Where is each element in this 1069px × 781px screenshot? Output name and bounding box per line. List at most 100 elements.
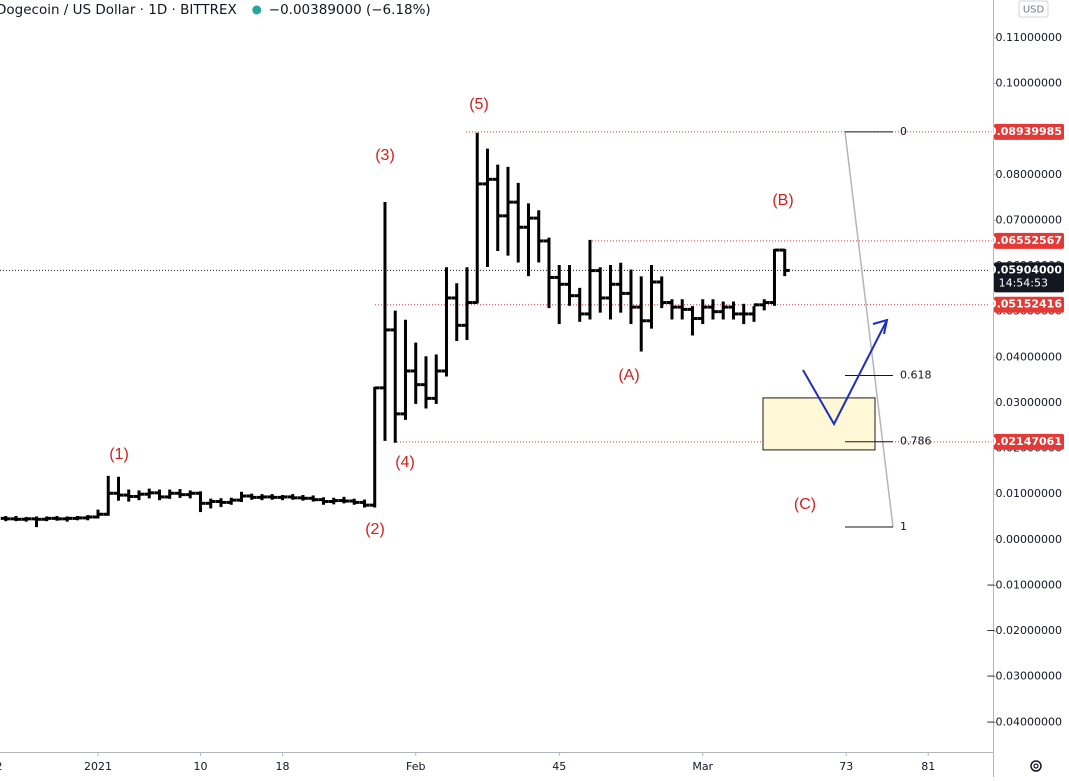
x-tick-label: 2021 [84,760,112,773]
ohlc-bar [10,516,21,522]
ohlc-bar [51,516,62,521]
ohlc-bar [584,239,595,320]
x-tick-label: Mar [692,760,713,773]
ohlc-bar [185,490,196,499]
projection-arrow [872,318,889,335]
y-tick-label: −0.04000000 [986,715,1062,728]
y-tick-label: 0.11000000 [996,31,1062,44]
y-tick-label: 0.10000000 [996,77,1062,90]
currency[interactable]: USD [1023,5,1045,16]
wave-label: (C) [794,496,816,513]
x-tick-label: 18 [275,760,289,773]
ohlc-bar [82,515,93,521]
ohlc-bar [267,494,278,500]
current-price-tag [994,262,1064,293]
wave-label: (3) [375,147,395,164]
ohlc-bar [215,498,226,508]
wave-label: (4) [395,454,415,471]
wave-label: (1) [109,446,129,463]
gear[interactable] [1030,760,1042,772]
price-tag [994,232,1064,249]
ohlc-bar [677,299,688,320]
x-tick-label: 10 [193,760,207,773]
x-tick-label: 22 [0,760,2,773]
ohlc-bar [759,299,770,311]
ohlc-bar [92,509,103,519]
x-tick-label: 81 [921,760,935,773]
ohlc-bar [718,301,729,320]
ohlc-bar [625,269,636,325]
price-tag-label: 0.06552567 [989,234,1062,247]
x-tick-label: 45 [552,760,566,773]
fib-trend-line [844,131,894,528]
ohlc-bar [687,306,698,336]
ohlc-bar [21,516,32,522]
current-price-label: 0.05904000 [989,263,1062,276]
wave-label: (A) [618,367,639,384]
ohlc-bar [390,310,401,443]
ohlc-bar [226,497,237,505]
ohlc-bar [0,516,11,522]
currency-box[interactable] [1018,0,1049,18]
ohlc-bar [338,496,349,504]
countdown: 14:54:53 [999,276,1048,289]
ohlc-bar [738,303,749,325]
ohlc-bar [41,516,52,522]
plot-area: 0 0.618 0.786 1 (1) (2) (3) (4) (5) (A) (B) (C) [0,96,993,538]
projection-path [802,321,887,427]
wave-label: (5) [469,96,489,113]
ohlc-bar [287,494,298,500]
ohlc-bar [256,494,267,501]
ohlc-bar [461,267,472,341]
ohlc-bar [144,488,155,499]
ohlc-bar [62,516,73,522]
ohlc-bar [103,475,114,516]
price-tag-label: 0.05152416 [989,298,1062,311]
price-tag-label: 0.02147061 [989,435,1062,448]
y-tick-label: 0.07000000 [996,213,1062,226]
ohlc-bar [328,497,339,505]
ohlc-bar [359,499,370,508]
symbol-title: Dogecoin / US Dollar · 1D · BITTREX [0,2,237,18]
y-tick-label: 0.00000000 [996,533,1062,546]
ohlc-bar [595,267,606,313]
ohlc-bar [543,237,554,309]
wave-label: (2) [365,521,385,538]
status-dot [252,5,262,15]
y-tick-label: −0.03000000 [986,670,1062,683]
y-tick-label: 0.08000000 [996,168,1062,181]
ohlc-bar [779,248,790,277]
ohlc-bar [400,319,411,420]
price-change: −0.00389000 (−6.18%) [269,2,431,18]
ohlc-bar [174,489,185,498]
ohlc-bar [748,303,759,322]
ohlc-bar [697,299,708,325]
ohlc-bar [533,210,544,263]
ohlc-bar [451,283,462,341]
ohlc-bar [482,148,493,268]
fib-label: 1 [900,520,907,533]
ohlc-bar [31,516,42,528]
ohlc-bar [656,276,667,309]
ohlc-bar [123,489,134,502]
ohlc-bar [205,498,216,509]
ohlc-bar [164,489,175,499]
ohlc-bar [154,489,165,501]
ohlc-bar [236,491,247,503]
gear-hub[interactable] [1033,763,1039,769]
y-tick-label: 0.04000000 [996,350,1062,363]
x-tick-label: Feb [406,760,425,773]
ohlc-bar [133,490,144,501]
ohlc-bar [646,265,657,329]
ohlc-bar [564,265,575,306]
price-tag-label: 0.08939985 [989,125,1062,138]
ohlc-bar [472,132,483,305]
ohlc-bar [574,287,585,322]
settings-icon[interactable] [1030,760,1042,772]
ohlc-bar [349,498,360,505]
ohlc-bar [636,276,647,352]
ohlc-bar [666,299,677,320]
ohlc-bar [605,265,616,320]
